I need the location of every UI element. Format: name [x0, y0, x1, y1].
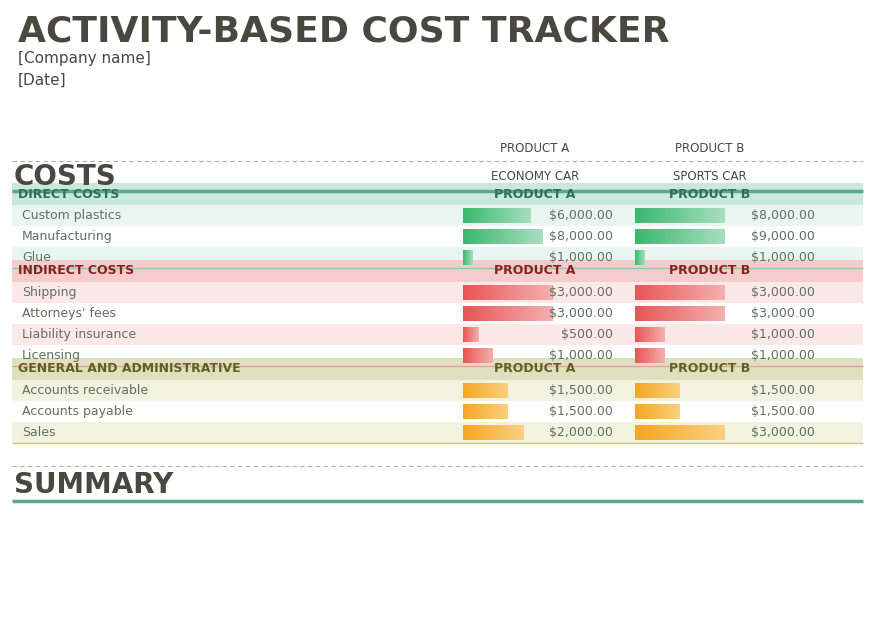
Text: ECONOMY CAR: ECONOMY CAR [491, 171, 579, 184]
Text: $500.00: $500.00 [561, 328, 613, 341]
Bar [12, 401, 863, 422]
Text: [Date]: [Date] [18, 73, 66, 87]
Text: $8,000.00: $8,000.00 [751, 209, 815, 222]
Text: $1,000.00: $1,000.00 [751, 349, 815, 362]
Text: COSTS: COSTS [14, 163, 116, 191]
Text: $1,500.00: $1,500.00 [550, 405, 613, 418]
Text: Liability insurance: Liability insurance [22, 328, 136, 341]
Text: PRODUCT B: PRODUCT B [676, 141, 745, 155]
Text: $1,500.00: $1,500.00 [550, 384, 613, 397]
Text: Sales: Sales [22, 426, 55, 439]
Bar [12, 205, 863, 226]
Text: Attorneys' fees: Attorneys' fees [22, 307, 116, 320]
Text: PRODUCT B: PRODUCT B [669, 187, 751, 200]
Text: PRODUCT A: PRODUCT A [494, 265, 576, 277]
Text: $1,500.00: $1,500.00 [751, 384, 815, 397]
Text: $6,000.00: $6,000.00 [550, 209, 613, 222]
Bar [12, 324, 863, 345]
Text: Accounts receivable: Accounts receivable [22, 384, 148, 397]
Text: GENERAL AND ADMINISTRATIVE: GENERAL AND ADMINISTRATIVE [18, 363, 241, 376]
Text: SPORTS CAR: SPORTS CAR [673, 171, 747, 184]
Text: $3,000.00: $3,000.00 [751, 426, 815, 439]
Text: INDIRECT COSTS: INDIRECT COSTS [18, 265, 134, 277]
Text: $1,000.00: $1,000.00 [751, 328, 815, 341]
Text: $8,000.00: $8,000.00 [549, 230, 613, 243]
Bar [12, 422, 863, 443]
Text: $9,000.00: $9,000.00 [751, 230, 815, 243]
Text: $1,000.00: $1,000.00 [550, 251, 613, 264]
Bar [12, 226, 863, 247]
Text: Manufacturing: Manufacturing [22, 230, 113, 243]
Text: [Company name]: [Company name] [18, 51, 150, 67]
Bar [12, 380, 863, 401]
Text: $3,000.00: $3,000.00 [550, 286, 613, 299]
Text: SUMMARY: SUMMARY [14, 471, 173, 499]
Text: PRODUCT A: PRODUCT A [494, 187, 576, 200]
Text: ACTIVITY-BASED COST TRACKER: ACTIVITY-BASED COST TRACKER [18, 15, 669, 49]
Text: Licensing: Licensing [22, 349, 81, 362]
Text: Accounts payable: Accounts payable [22, 405, 133, 418]
Text: $1,000.00: $1,000.00 [550, 349, 613, 362]
Bar [12, 183, 863, 205]
Bar [12, 303, 863, 324]
Text: DIRECT COSTS: DIRECT COSTS [18, 187, 119, 200]
Bar [12, 358, 863, 380]
Bar [12, 260, 863, 282]
Text: PRODUCT A: PRODUCT A [500, 141, 570, 155]
Text: Shipping: Shipping [22, 286, 76, 299]
Text: $1,500.00: $1,500.00 [751, 405, 815, 418]
Text: Custom plastics: Custom plastics [22, 209, 122, 222]
Bar [12, 345, 863, 366]
Text: Glue: Glue [22, 251, 51, 264]
Text: $1,000.00: $1,000.00 [751, 251, 815, 264]
Text: $2,000.00: $2,000.00 [550, 426, 613, 439]
Text: $3,000.00: $3,000.00 [751, 286, 815, 299]
Text: PRODUCT B: PRODUCT B [669, 363, 751, 376]
Text: $3,000.00: $3,000.00 [550, 307, 613, 320]
Text: PRODUCT A: PRODUCT A [494, 363, 576, 376]
Text: $3,000.00: $3,000.00 [751, 307, 815, 320]
Bar [12, 282, 863, 303]
Bar [12, 247, 863, 268]
Text: PRODUCT B: PRODUCT B [669, 265, 751, 277]
